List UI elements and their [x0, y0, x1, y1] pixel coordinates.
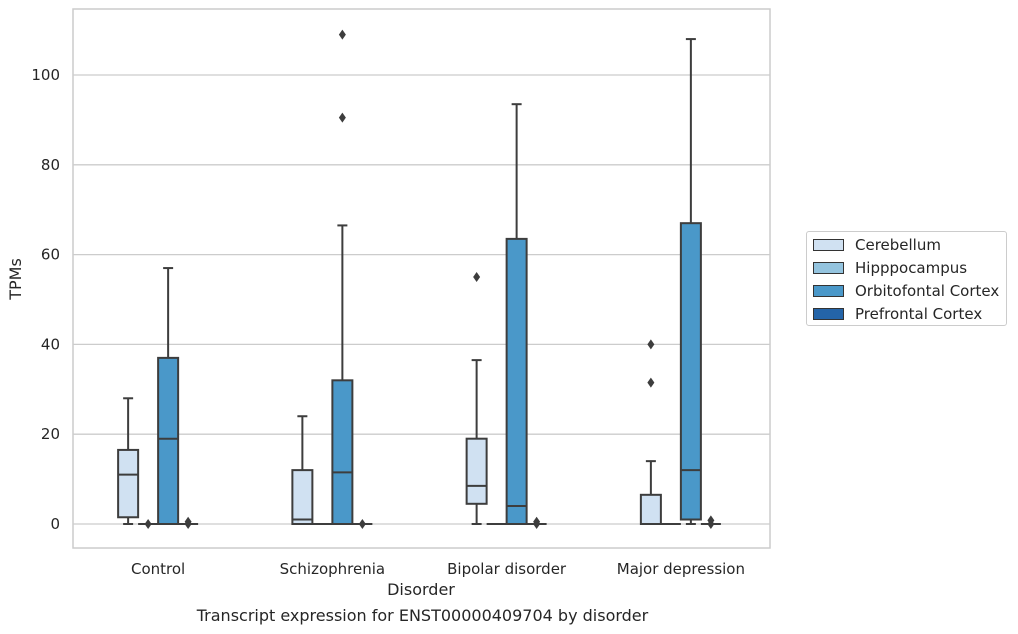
legend-label: Hipppocampus [855, 259, 968, 277]
y-tick-label: 60 [41, 246, 60, 264]
figure-caption: Transcript expression for ENST0000040970… [196, 606, 649, 625]
legend-swatch [813, 239, 844, 251]
outlier-point [647, 377, 655, 388]
box-series [117, 29, 721, 529]
box-iqr [505, 237, 528, 525]
legend-swatch [813, 285, 844, 297]
box-iqr [679, 222, 702, 521]
outlier-point [533, 516, 541, 527]
y-tick-label: 40 [41, 335, 60, 353]
outlier-point [144, 519, 152, 529]
box-orbitofontal-cortex-2 [505, 103, 528, 525]
box-iqr [291, 469, 314, 525]
legend-swatch [813, 308, 844, 320]
box-prefrontal-cortex-1 [352, 519, 373, 529]
box-prefrontal-cortex-2 [526, 516, 547, 529]
y-tick-label: 20 [41, 425, 60, 443]
outlier-point [647, 339, 655, 350]
legend-label: Orbitofontal Cortex [855, 282, 1000, 300]
box-orbitofontal-cortex-3 [679, 38, 702, 525]
x-tick-label: Control [131, 560, 185, 578]
x-tick-labels: Control Schizophrenia Bipolar disorder Majo… [131, 560, 745, 578]
outlier-point [707, 515, 715, 526]
y-tick-label: 80 [41, 156, 60, 174]
legend-item: Cerebellum [813, 235, 941, 255]
legend-item: Prefrontal Cortex [813, 304, 982, 324]
legend: Cerebellum Hipppocampus Orbitofontal Corte… [806, 231, 1007, 326]
outlier-point [338, 29, 346, 40]
x-tick-label: Bipolar disorder [447, 560, 567, 578]
box-orbitofontal-cortex-1 [331, 29, 354, 525]
box-cerebellum-0 [117, 397, 140, 525]
outlier-point [338, 112, 346, 123]
box-iqr [117, 448, 140, 519]
legend-label: Prefrontal Cortex [855, 305, 983, 323]
outlier-point [473, 272, 481, 283]
y-tick-labels: 0 20 40 60 80 100 [31, 66, 60, 533]
x-tick-label: Schizophrenia [280, 560, 385, 578]
legend-label: Cerebellum [855, 236, 941, 254]
box-iqr [157, 356, 180, 525]
box-cerebellum-1 [291, 415, 314, 525]
y-axis-label: TPMs [6, 258, 25, 301]
box-iqr [465, 437, 488, 505]
y-tick-label: 100 [31, 66, 60, 84]
box-iqr [639, 493, 662, 526]
y-tick-label: 0 [50, 515, 60, 533]
box-cerebellum-3 [639, 339, 662, 526]
outlier-point [184, 516, 192, 527]
box-orbitofontal-cortex-0 [157, 267, 180, 525]
x-axis-label: Disorder [387, 580, 455, 599]
x-tick-label: Major depression [617, 560, 745, 578]
legend-item: Orbitofontal Cortex [813, 281, 999, 301]
box-cerebellum-2 [465, 272, 488, 525]
outlier-point [358, 519, 366, 529]
box-hipppocampus-0 [138, 519, 159, 529]
box-prefrontal-cortex-3 [700, 515, 721, 529]
legend-item: Hipppocampus [813, 258, 967, 278]
plot-frame [72, 8, 771, 549]
box-prefrontal-cortex-0 [178, 516, 199, 529]
box-iqr [331, 379, 354, 525]
legend-swatch [813, 262, 844, 274]
